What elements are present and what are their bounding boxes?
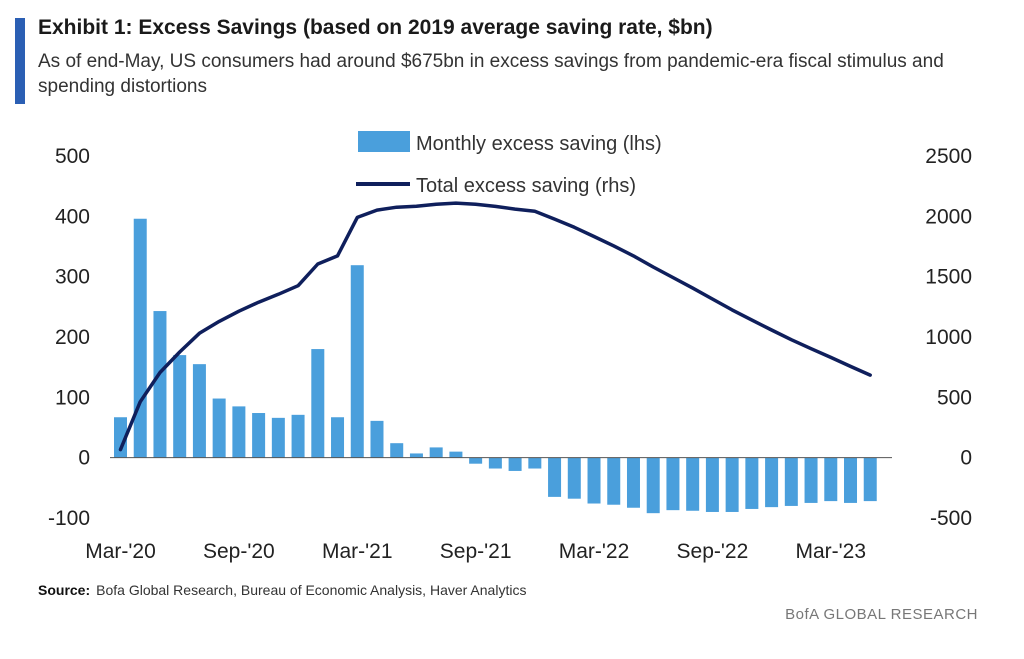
bar-Sep-20 [232, 406, 246, 458]
bar-Jul-21 [429, 447, 443, 458]
left-tick-label: -100 [48, 507, 90, 530]
bar-Aug-22 [686, 457, 700, 511]
chart-subtitle: As of end-May, US consumers had around $… [38, 51, 944, 97]
bar-Nov-20 [271, 417, 285, 458]
line-series [118, 201, 872, 452]
x-tick-label: Mar-'22 [559, 540, 630, 563]
x-tick-label: Mar-'21 [322, 540, 393, 563]
bar-Oct-20 [252, 413, 266, 458]
bar-Feb-21 [331, 417, 345, 458]
bar-Feb-22 [567, 457, 581, 499]
left-tick-label: 500 [55, 145, 90, 168]
right-tick-label: 2000 [925, 205, 972, 228]
right-axis: -500 0 500 1000 1500 2000 2500 [925, 145, 972, 530]
bar-May-21 [390, 443, 404, 458]
source-text: Bofa Global Research, Bureau of Economic… [96, 582, 527, 598]
x-tick-label: Sep-'22 [677, 540, 749, 563]
bar-Jun-21 [409, 453, 423, 458]
source-label: Source: [38, 582, 91, 598]
left-tick-label: 100 [55, 386, 90, 409]
right-tick-label: 0 [960, 447, 972, 470]
bar-Apr-22 [607, 457, 621, 505]
bar-Apr-23 [844, 457, 858, 503]
bar-Aug-21 [449, 451, 463, 458]
bar-Jul-20 [192, 364, 206, 458]
x-tick-label: Sep-'21 [440, 540, 512, 563]
bar-Mar-22 [587, 457, 601, 504]
title-accent-bar [15, 18, 25, 104]
bar-Jun-20 [173, 355, 187, 458]
bar-Mar-23 [824, 457, 838, 502]
left-tick-label: 300 [55, 266, 90, 289]
bar-Jul-22 [666, 457, 680, 511]
legend-bar-label: Monthly excess saving (lhs) [416, 133, 662, 155]
right-tick-label: 1500 [925, 266, 972, 289]
left-tick-label: 0 [78, 447, 90, 470]
left-tick-label: 200 [55, 326, 90, 349]
right-tick-label: -500 [930, 507, 972, 530]
bar-Mar-20 [114, 417, 127, 458]
bar-Mar-21 [350, 265, 364, 458]
right-tick-label: 500 [937, 386, 972, 409]
bar-Apr-20 [133, 218, 147, 458]
chart-title: Exhibit 1: Excess Savings (based on 2019… [38, 16, 713, 39]
right-tick-label: 1000 [925, 326, 972, 349]
x-tick-label: Sep-'20 [203, 540, 275, 563]
right-tick-label: 2500 [925, 145, 972, 168]
legend-line-label: Total excess saving (rhs) [416, 175, 636, 197]
bar-Jan-23 [784, 457, 798, 506]
bar-Nov-22 [745, 457, 759, 509]
bar-Jan-21 [311, 349, 325, 458]
bar-Feb-23 [804, 457, 818, 503]
bar-May-22 [626, 457, 640, 508]
left-axis: -100 0 100 200 300 400 500 [48, 145, 90, 530]
bar-Jan-22 [548, 457, 562, 497]
total-excess-saving-line [118, 201, 872, 452]
x-tick-label: Mar-'23 [796, 540, 867, 563]
bar-Dec-21 [528, 457, 542, 469]
bar-May-23 [863, 457, 877, 502]
bar-May-20 [153, 311, 167, 458]
bar-Sep-22 [705, 457, 719, 512]
bar-Oct-21 [488, 457, 502, 469]
bar-Apr-21 [370, 420, 384, 458]
x-tick-label: Mar-'20 [85, 540, 156, 563]
brand-label: BofA GLOBAL RESEARCH [785, 606, 978, 623]
bar-Sep-21 [469, 457, 483, 464]
bar-Aug-20 [212, 398, 226, 458]
legend: Monthly excess saving (lhs) Total excess… [356, 131, 662, 197]
bar-Oct-22 [725, 457, 739, 512]
bar-Dec-22 [765, 457, 779, 508]
bar-series [114, 218, 877, 514]
bar-Nov-21 [508, 457, 522, 471]
x-axis: Mar-'20 Sep-'20 Mar-'21 Sep-'21 Mar-'22 Sep-'… [85, 540, 866, 563]
source-note: Source: Bofa Global Research, Bureau of E… [38, 582, 526, 598]
bar-Jun-22 [646, 457, 660, 514]
bar-Dec-20 [291, 414, 305, 458]
legend-bar-swatch [358, 131, 410, 152]
left-tick-label: 400 [55, 205, 90, 228]
